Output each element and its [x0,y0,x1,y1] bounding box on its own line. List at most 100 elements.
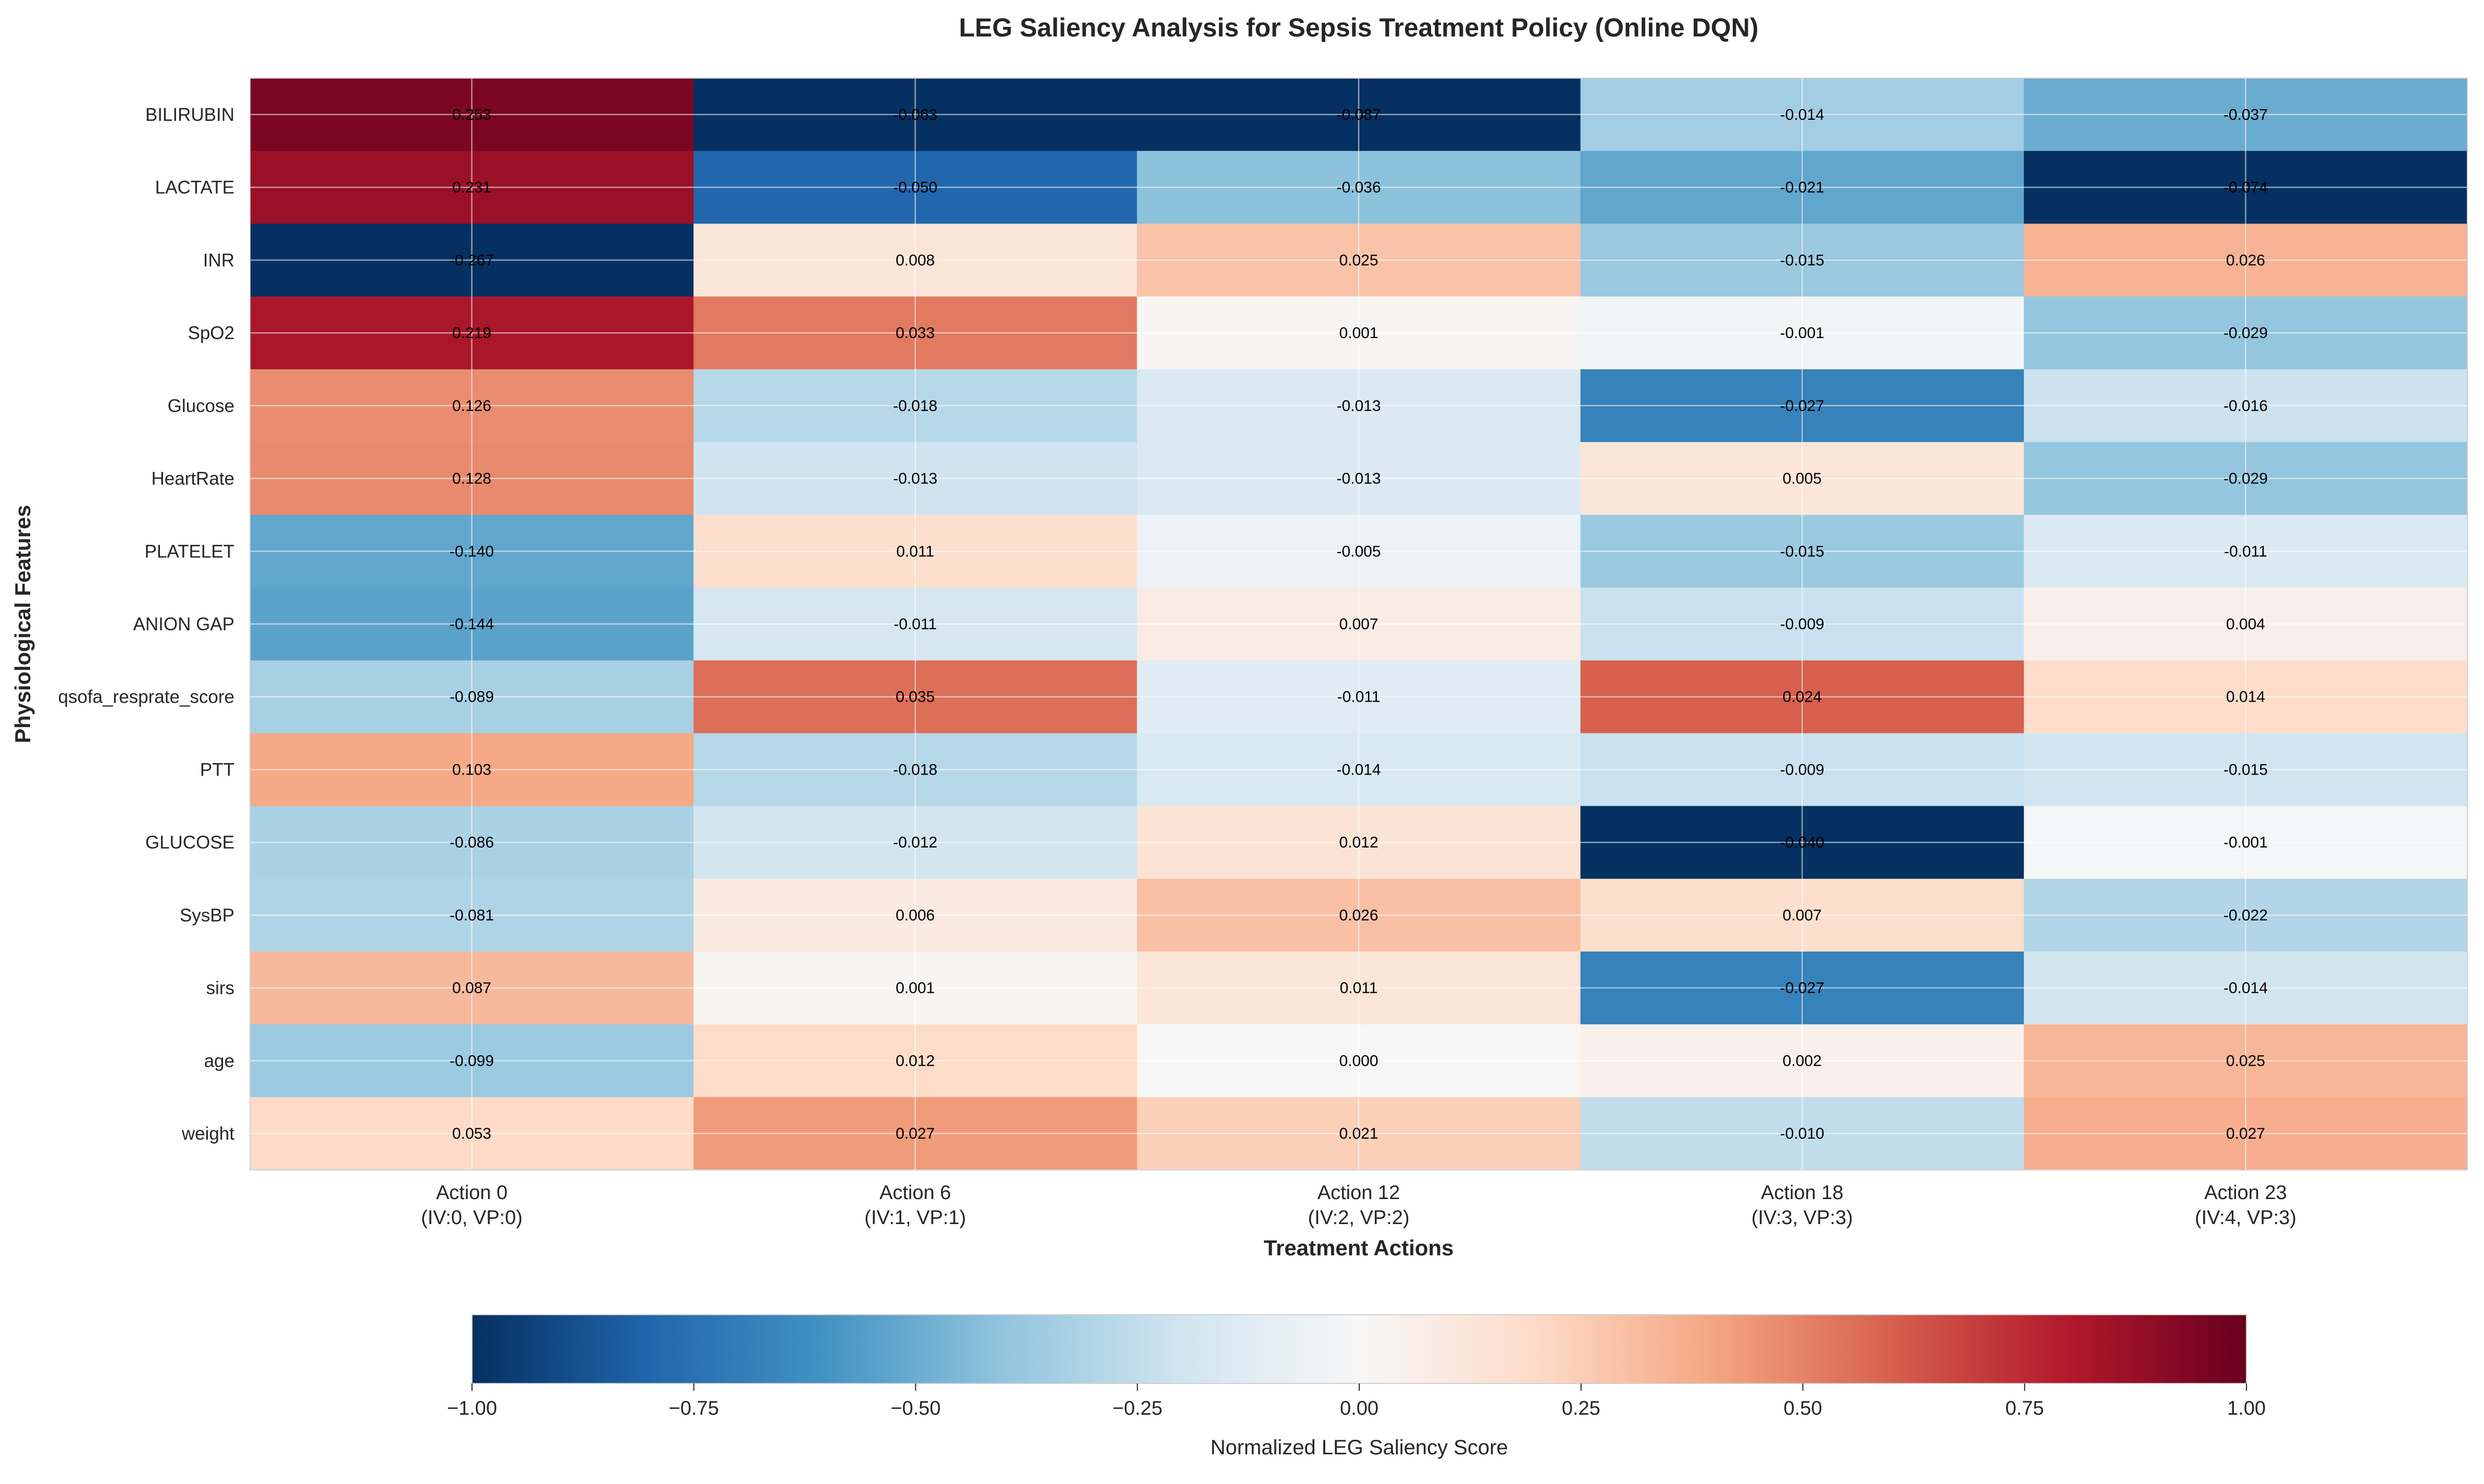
cell-value-label: 0.008 [896,252,935,269]
cell-value-label: -0.009 [1780,616,1824,633]
cell-value-label: 0.024 [1783,689,1822,706]
cell-value-label: -0.029 [2224,325,2268,342]
cell-value-label: -0.009 [1780,761,1824,778]
cell-value-label: -0.144 [450,616,494,633]
cell-value-label: -0.099 [450,1052,494,1069]
cell-value-label: -0.018 [893,761,937,778]
cell-value-label: 0.053 [452,1125,491,1142]
colorbar-tick-label: −1.00 [447,1398,497,1419]
cell-value-label: -0.005 [1336,543,1381,560]
cell-value-label: -0.037 [2224,106,2268,123]
cell-value-label: -0.074 [2224,179,2268,196]
cell-value-label: -0.012 [893,834,937,851]
x-tick-label: Action 0 [436,1182,507,1204]
plot-frame [250,78,2468,1170]
cell-value-label: -0.036 [1336,179,1381,196]
cell-value-label: 0.001 [896,980,935,997]
x-tick-label: Action 12 [1318,1182,1400,1204]
colorbar-tick-label: 0.00 [1340,1398,1378,1419]
cell-value-label: -0.015 [1780,252,1824,269]
chart-title: LEG Saliency Analysis for Sepsis Treatme… [959,13,1759,42]
colorbar-tick-label: 0.25 [1562,1398,1600,1419]
cell-value-label: 0.027 [896,1125,935,1142]
cell-value-label: 0.103 [452,761,491,778]
cell-value-label: 0.006 [896,907,935,924]
y-tick-labels: BILIRUBIN LACTATE INR SpO2 Glucose HeartRate P… [58,105,234,1144]
x-tick-sublabel: (IV:4, VP:3) [2195,1207,2296,1229]
cell-value-label: 0.253 [452,106,491,123]
y-tick-label: GLUCOSE [145,832,234,853]
cell-value-label: -0.015 [1780,543,1824,560]
colorbar-tick-label: 0.75 [2005,1398,2044,1419]
cell-value-label: -0.040 [1780,834,1824,851]
colorbar-tick-label: 0.50 [1784,1398,1822,1419]
cell-value-label: -0.022 [2224,907,2268,924]
y-tick-label: SpO2 [188,323,235,343]
cell-value-label: 0.026 [2226,252,2265,269]
y-tick-label: age [204,1051,234,1071]
y-tick-label: weight [181,1124,234,1144]
cell-value-label: 0.025 [2226,1052,2265,1069]
colorbar-ticks: −1.00 −0.75 −0.50 −0.25 0.00 0.25 0.50 0.75 1.00 [447,1383,2266,1419]
cell-value-label: -0.011 [2224,543,2267,560]
cell-value-label: -0.001 [2224,834,2268,851]
x-tick-labels: Action 0 (IV:0, VP:0) Action 6 (IV:1, VP:1)… [421,1182,2296,1229]
cell-value-label: 0.005 [1783,470,1822,488]
cell-value-label: -0.081 [450,907,494,924]
y-tick-label: BILIRUBIN [145,105,234,125]
cell-value-label: -0.011 [893,616,937,633]
cell-value-label: -0.001 [1780,325,1824,342]
cell-value-label: 0.000 [1339,1052,1378,1069]
cell-value-label: 0.012 [1339,834,1378,851]
y-axis-label: Physiological Features [10,505,35,743]
y-tick-label: HeartRate [151,469,234,489]
y-tick-label: INR [203,250,234,270]
colorbar-tick-label: 1.00 [2227,1398,2266,1419]
y-tick-label: Glucose [168,396,234,416]
heatmap-gridlines [250,78,2467,1170]
cell-value-label: 0.012 [896,1052,935,1069]
cell-value-label: 0.026 [1339,907,1378,924]
cell-value-label: -0.013 [1336,397,1381,415]
cell-value-label: -0.089 [450,689,494,706]
cell-value-label: 0.035 [896,689,935,706]
cell-value-label: 0.027 [2226,1125,2265,1142]
cell-value-label: -0.018 [893,397,937,415]
cell-value-label: 0.126 [452,397,491,415]
cell-value-label: -0.014 [1336,761,1381,778]
colorbar [471,1314,2247,1384]
cell-value-label: 0.014 [2226,689,2265,706]
cell-value-label: -0.016 [2224,397,2268,415]
cell-value-label: 0.002 [1783,1052,1822,1069]
cell-value-label: -0.087 [1336,106,1381,123]
cell-value-label: 0.021 [1339,1125,1378,1142]
y-tick-label: ANION GAP [133,614,234,634]
cell-value-label: -0.014 [2224,980,2268,997]
cell-value-label: -0.021 [1780,179,1824,196]
cell-value-label: 0.128 [452,470,491,488]
cell-value-label: 0.025 [1339,252,1378,269]
colorbar-label: Normalized LEG Saliency Score [1210,1436,1508,1459]
y-tick-label: qsofa_resprate_score [58,687,234,707]
y-tick-label: SysBP [180,905,234,926]
cell-value-label: -0.050 [893,179,937,196]
cell-value-label: 0.087 [452,980,491,997]
colorbar-tick-label: −0.50 [890,1398,940,1419]
cell-value-label: -0.029 [2224,470,2268,488]
x-tick-label: Action 23 [2204,1182,2287,1204]
cell-value-label: -0.010 [1780,1125,1824,1142]
cell-value-label: -0.027 [1780,397,1824,415]
cell-value-label: 0.007 [1783,907,1822,924]
cell-value-label: 0.004 [2226,616,2265,633]
colorbar-tick-label: −0.25 [1112,1398,1162,1419]
cell-value-label: -0.015 [2224,761,2268,778]
y-tick-label: LACTATE [155,178,234,198]
x-tick-label: Action 6 [879,1182,951,1204]
x-tick-sublabel: (IV:2, VP:2) [1308,1207,1410,1229]
cell-value-label: -0.014 [1780,106,1824,123]
cell-value-label: 0.231 [452,179,491,196]
cell-value-label: -0.013 [1336,470,1381,488]
cell-value-label: -0.011 [1337,689,1381,706]
y-tick-label: sirs [206,978,234,999]
